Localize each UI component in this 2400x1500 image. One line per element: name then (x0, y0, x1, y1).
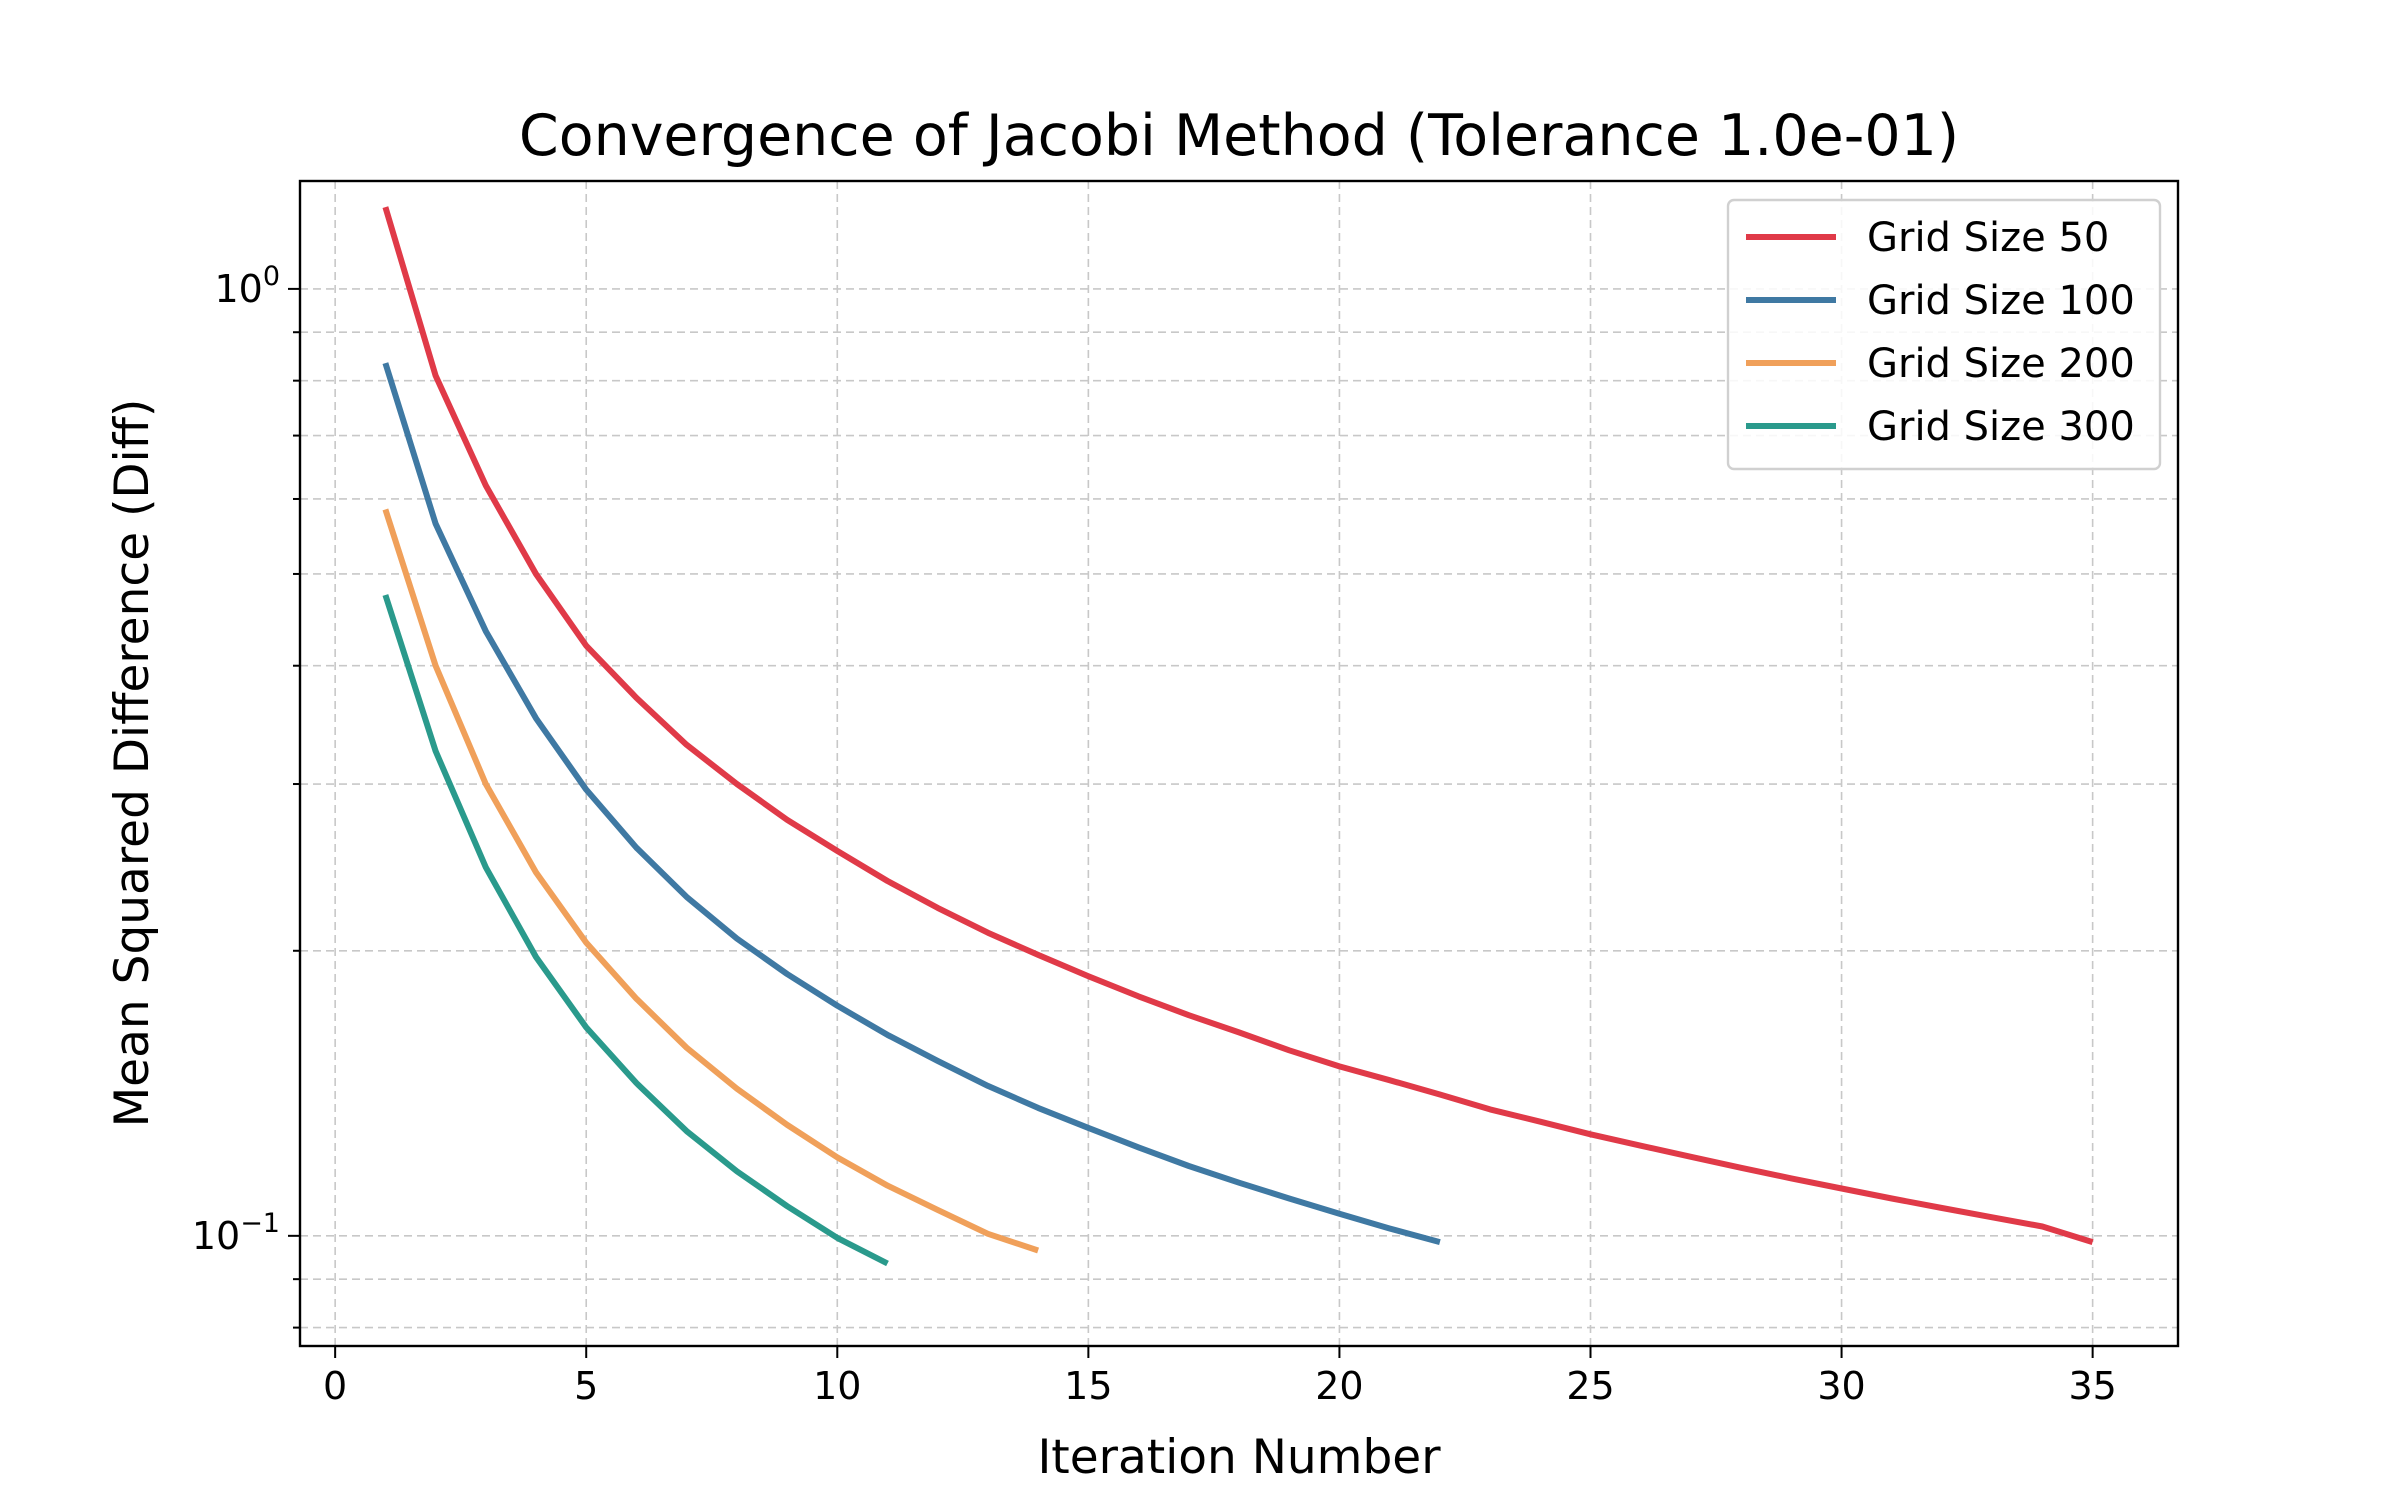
series-line-grid-size-300 (382, 594, 889, 1267)
y-tick-label: 100 (214, 261, 280, 311)
plot-frame (298, 179, 2180, 1348)
x-tick-label: 20 (1315, 1364, 1363, 1408)
series-line-grid-size-50 (382, 206, 2094, 1245)
y-tick-base: 10 (214, 267, 262, 311)
x-axis-label: Iteration Number (1037, 1430, 1441, 1485)
x-tick-label: 30 (1817, 1364, 1865, 1408)
legend: Grid Size 50 Grid Size 100 Grid Size 200 Gr… (1726, 198, 2162, 471)
x-tick-label: 10 (813, 1364, 861, 1408)
y-tick-base: 10 (192, 1214, 240, 1258)
y-tick-exponent: −1 (240, 1208, 280, 1239)
y-axis-label: Mean Squared Difference (Diff) (105, 399, 160, 1128)
x-tick-label: 5 (574, 1364, 598, 1408)
legend-label: Grid Size 50 (1867, 215, 2109, 261)
x-tick-label: 0 (323, 1364, 347, 1408)
legend-label: Grid Size 200 (1867, 341, 2135, 387)
chart-title: Convergence of Jacobi Method (Tolerance … (519, 103, 1959, 169)
y-tick-label: 10−1 (192, 1208, 280, 1258)
legend-label: Grid Size 300 (1867, 404, 2135, 450)
legend-label: Grid Size 100 (1867, 278, 2135, 324)
series-lines (382, 206, 2094, 1267)
legend-box (1726, 198, 2162, 471)
x-tick-label: 25 (1566, 1364, 1614, 1408)
series-line-grid-size-100 (382, 362, 1441, 1245)
x-tick-label: 35 (2068, 1364, 2116, 1408)
series-line-grid-size-200 (382, 508, 1040, 1254)
y-tick-exponent: 0 (263, 261, 280, 292)
x-tick-label: 15 (1064, 1364, 1112, 1408)
